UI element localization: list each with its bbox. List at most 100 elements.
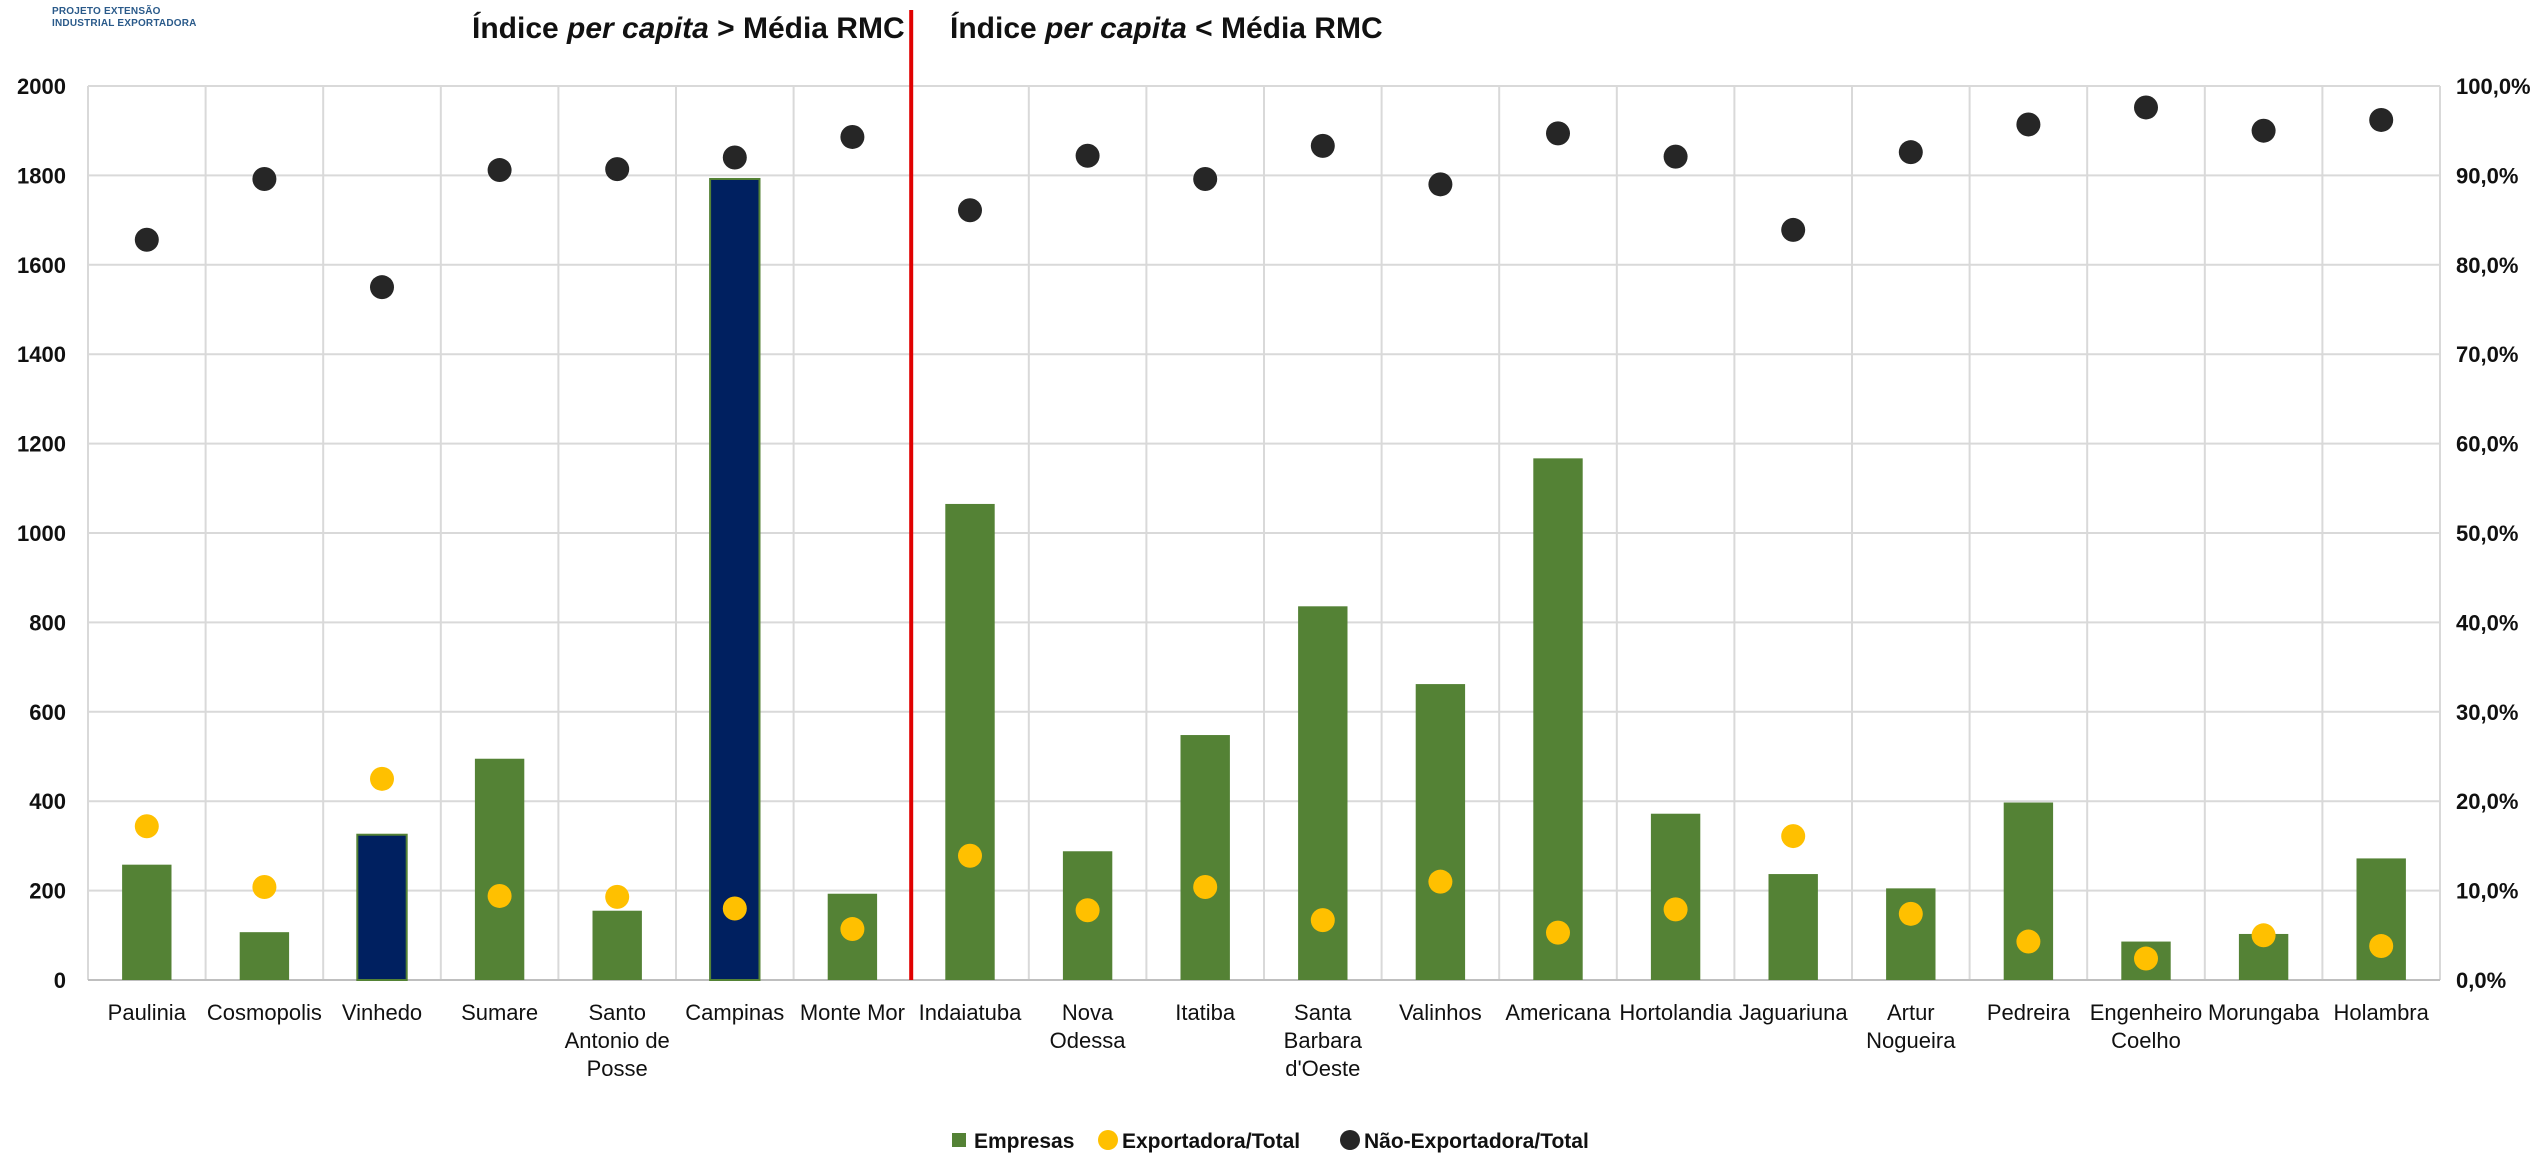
y-left-tick-label: 2000	[17, 74, 66, 99]
point-exportadora	[487, 883, 512, 908]
point-exportadora	[252, 875, 277, 900]
annotation-right-suffix: < Média RMC	[1186, 12, 1383, 45]
point-nao-exportadora	[2134, 95, 2158, 120]
bar-empresas	[945, 503, 995, 980]
x-tick-label: Santa	[1294, 1000, 1352, 1025]
x-tick-label: Holambra	[2334, 1000, 2430, 1025]
x-tick-label: Americana	[1505, 1000, 1611, 1025]
y-left-tick-label: 1600	[17, 253, 66, 278]
bar-empresas	[1180, 735, 1230, 980]
y-right-tick-label: 20,0%	[2456, 789, 2518, 814]
bar-empresas	[474, 758, 525, 980]
point-exportadora	[134, 814, 159, 839]
point-exportadora	[1898, 901, 1923, 926]
x-tick-label: Morungaba	[2208, 1000, 2320, 1025]
bar-empresas	[1650, 813, 1701, 980]
x-tick-label: Antonio de	[565, 1028, 670, 1053]
point-exportadora	[1663, 897, 1688, 922]
y-right-tick-label: 100,0%	[2456, 74, 2531, 99]
x-tick-label: Jaguariuna	[1739, 1000, 1849, 1025]
point-nao-exportadora	[252, 166, 277, 191]
x-tick-label: d'Oeste	[1285, 1056, 1360, 1081]
y-right-tick-label: 10,0%	[2456, 879, 2518, 904]
bar-empresas	[122, 864, 172, 980]
x-tick-label: Sumare	[461, 1000, 538, 1025]
point-nao-exportadora	[1663, 144, 1688, 169]
legend-swatch-nao-exportadora	[1340, 1130, 1360, 1150]
y-left-tick-label: 400	[29, 789, 66, 814]
annotation-above-average: Índice per capita > Média RMC	[472, 12, 905, 46]
x-tick-label: Hortolandia	[1619, 1000, 1732, 1025]
x-tick-label: Vinhedo	[342, 1000, 422, 1025]
y-left-tick-label: 200	[29, 879, 66, 904]
point-exportadora	[1193, 875, 1218, 900]
x-tick-label: Barbara	[1284, 1028, 1363, 1053]
x-tick-label: Indaiatuba	[919, 1000, 1023, 1025]
x-tick-label: Artur	[1887, 1000, 1935, 1025]
point-exportadora	[840, 917, 865, 942]
legend-swatch-empresas	[952, 1133, 966, 1147]
x-tick-label: Nova	[1062, 1000, 1114, 1025]
x-tick-label: Itatiba	[1175, 1000, 1236, 1025]
point-nao-exportadora	[840, 124, 865, 149]
bar-empresas	[1415, 684, 1466, 980]
point-exportadora	[958, 843, 982, 868]
x-tick-label: Posse	[587, 1056, 648, 1081]
annotation-left-suffix: > Média RMC	[708, 12, 905, 45]
point-nao-exportadora	[370, 275, 394, 300]
point-exportadora	[370, 766, 394, 791]
x-tick-label: Cosmopolis	[207, 1000, 322, 1025]
bar-empresas	[356, 833, 408, 981]
point-nao-exportadora	[487, 158, 512, 183]
x-tick-label: Santo	[588, 1000, 646, 1025]
x-tick-label: Engenheiro	[2090, 1000, 2203, 1025]
point-nao-exportadora	[2016, 112, 2041, 137]
point-nao-exportadora	[2369, 107, 2394, 132]
logo-text-line-1: PROJETO EXTENSÃO	[52, 6, 161, 17]
bar-empresas	[1533, 458, 1583, 980]
x-tick-label: Coelho	[2111, 1028, 2181, 1053]
y-right-tick-label: 30,0%	[2456, 700, 2518, 725]
bar-empresas	[239, 932, 290, 980]
point-exportadora	[1781, 824, 1806, 849]
point-exportadora	[2016, 929, 2041, 954]
x-tick-label: Valinhos	[1399, 1000, 1482, 1025]
x-tick-label: Pedreira	[1987, 1000, 2071, 1025]
bar-empresas	[592, 910, 642, 980]
x-tick-label: Monte Mor	[800, 1000, 905, 1025]
y-left-tick-label: 1800	[17, 163, 66, 188]
x-tick-label: Campinas	[685, 1000, 784, 1025]
legend-swatch-exportadora	[1098, 1130, 1118, 1150]
point-exportadora	[2369, 934, 2394, 959]
logo-text-line-2: INDUSTRIAL EXPORTADORA	[52, 18, 197, 29]
y-right-tick-label: 40,0%	[2456, 610, 2518, 635]
annotation-below-average: Índice per capita < Média RMC	[950, 12, 1383, 46]
point-nao-exportadora	[1075, 143, 1100, 168]
point-nao-exportadora	[605, 157, 630, 182]
bar-empresas	[709, 177, 761, 981]
legend-label: Empresas	[974, 1130, 1074, 1153]
point-exportadora	[605, 884, 630, 909]
point-nao-exportadora	[1310, 133, 1335, 158]
y-left-tick-label: 1400	[17, 342, 66, 367]
point-exportadora	[1546, 920, 1570, 945]
point-nao-exportadora	[1546, 121, 1570, 146]
annotation-left-prefix: Índice	[472, 12, 568, 45]
annotation-right-prefix: Índice	[950, 12, 1046, 45]
y-right-tick-label: 80,0%	[2456, 253, 2518, 278]
point-exportadora	[2251, 923, 2276, 948]
y-left-tick-label: 600	[29, 700, 66, 725]
y-right-tick-label: 90,0%	[2456, 163, 2518, 188]
y-right-tick-label: 50,0%	[2456, 521, 2518, 546]
bar-empresas	[2356, 858, 2406, 980]
x-tick-label: Nogueira	[1866, 1028, 1956, 1053]
point-nao-exportadora	[1428, 172, 1453, 197]
y-right-tick-label: 60,0%	[2456, 432, 2518, 457]
annotation-right-italic: per capita	[1045, 12, 1187, 45]
legend-label: Exportadora/Total	[1122, 1130, 1300, 1153]
point-exportadora	[2134, 946, 2158, 971]
point-exportadora	[1428, 869, 1453, 894]
y-left-tick-label: 800	[29, 610, 66, 635]
point-nao-exportadora	[134, 227, 159, 252]
